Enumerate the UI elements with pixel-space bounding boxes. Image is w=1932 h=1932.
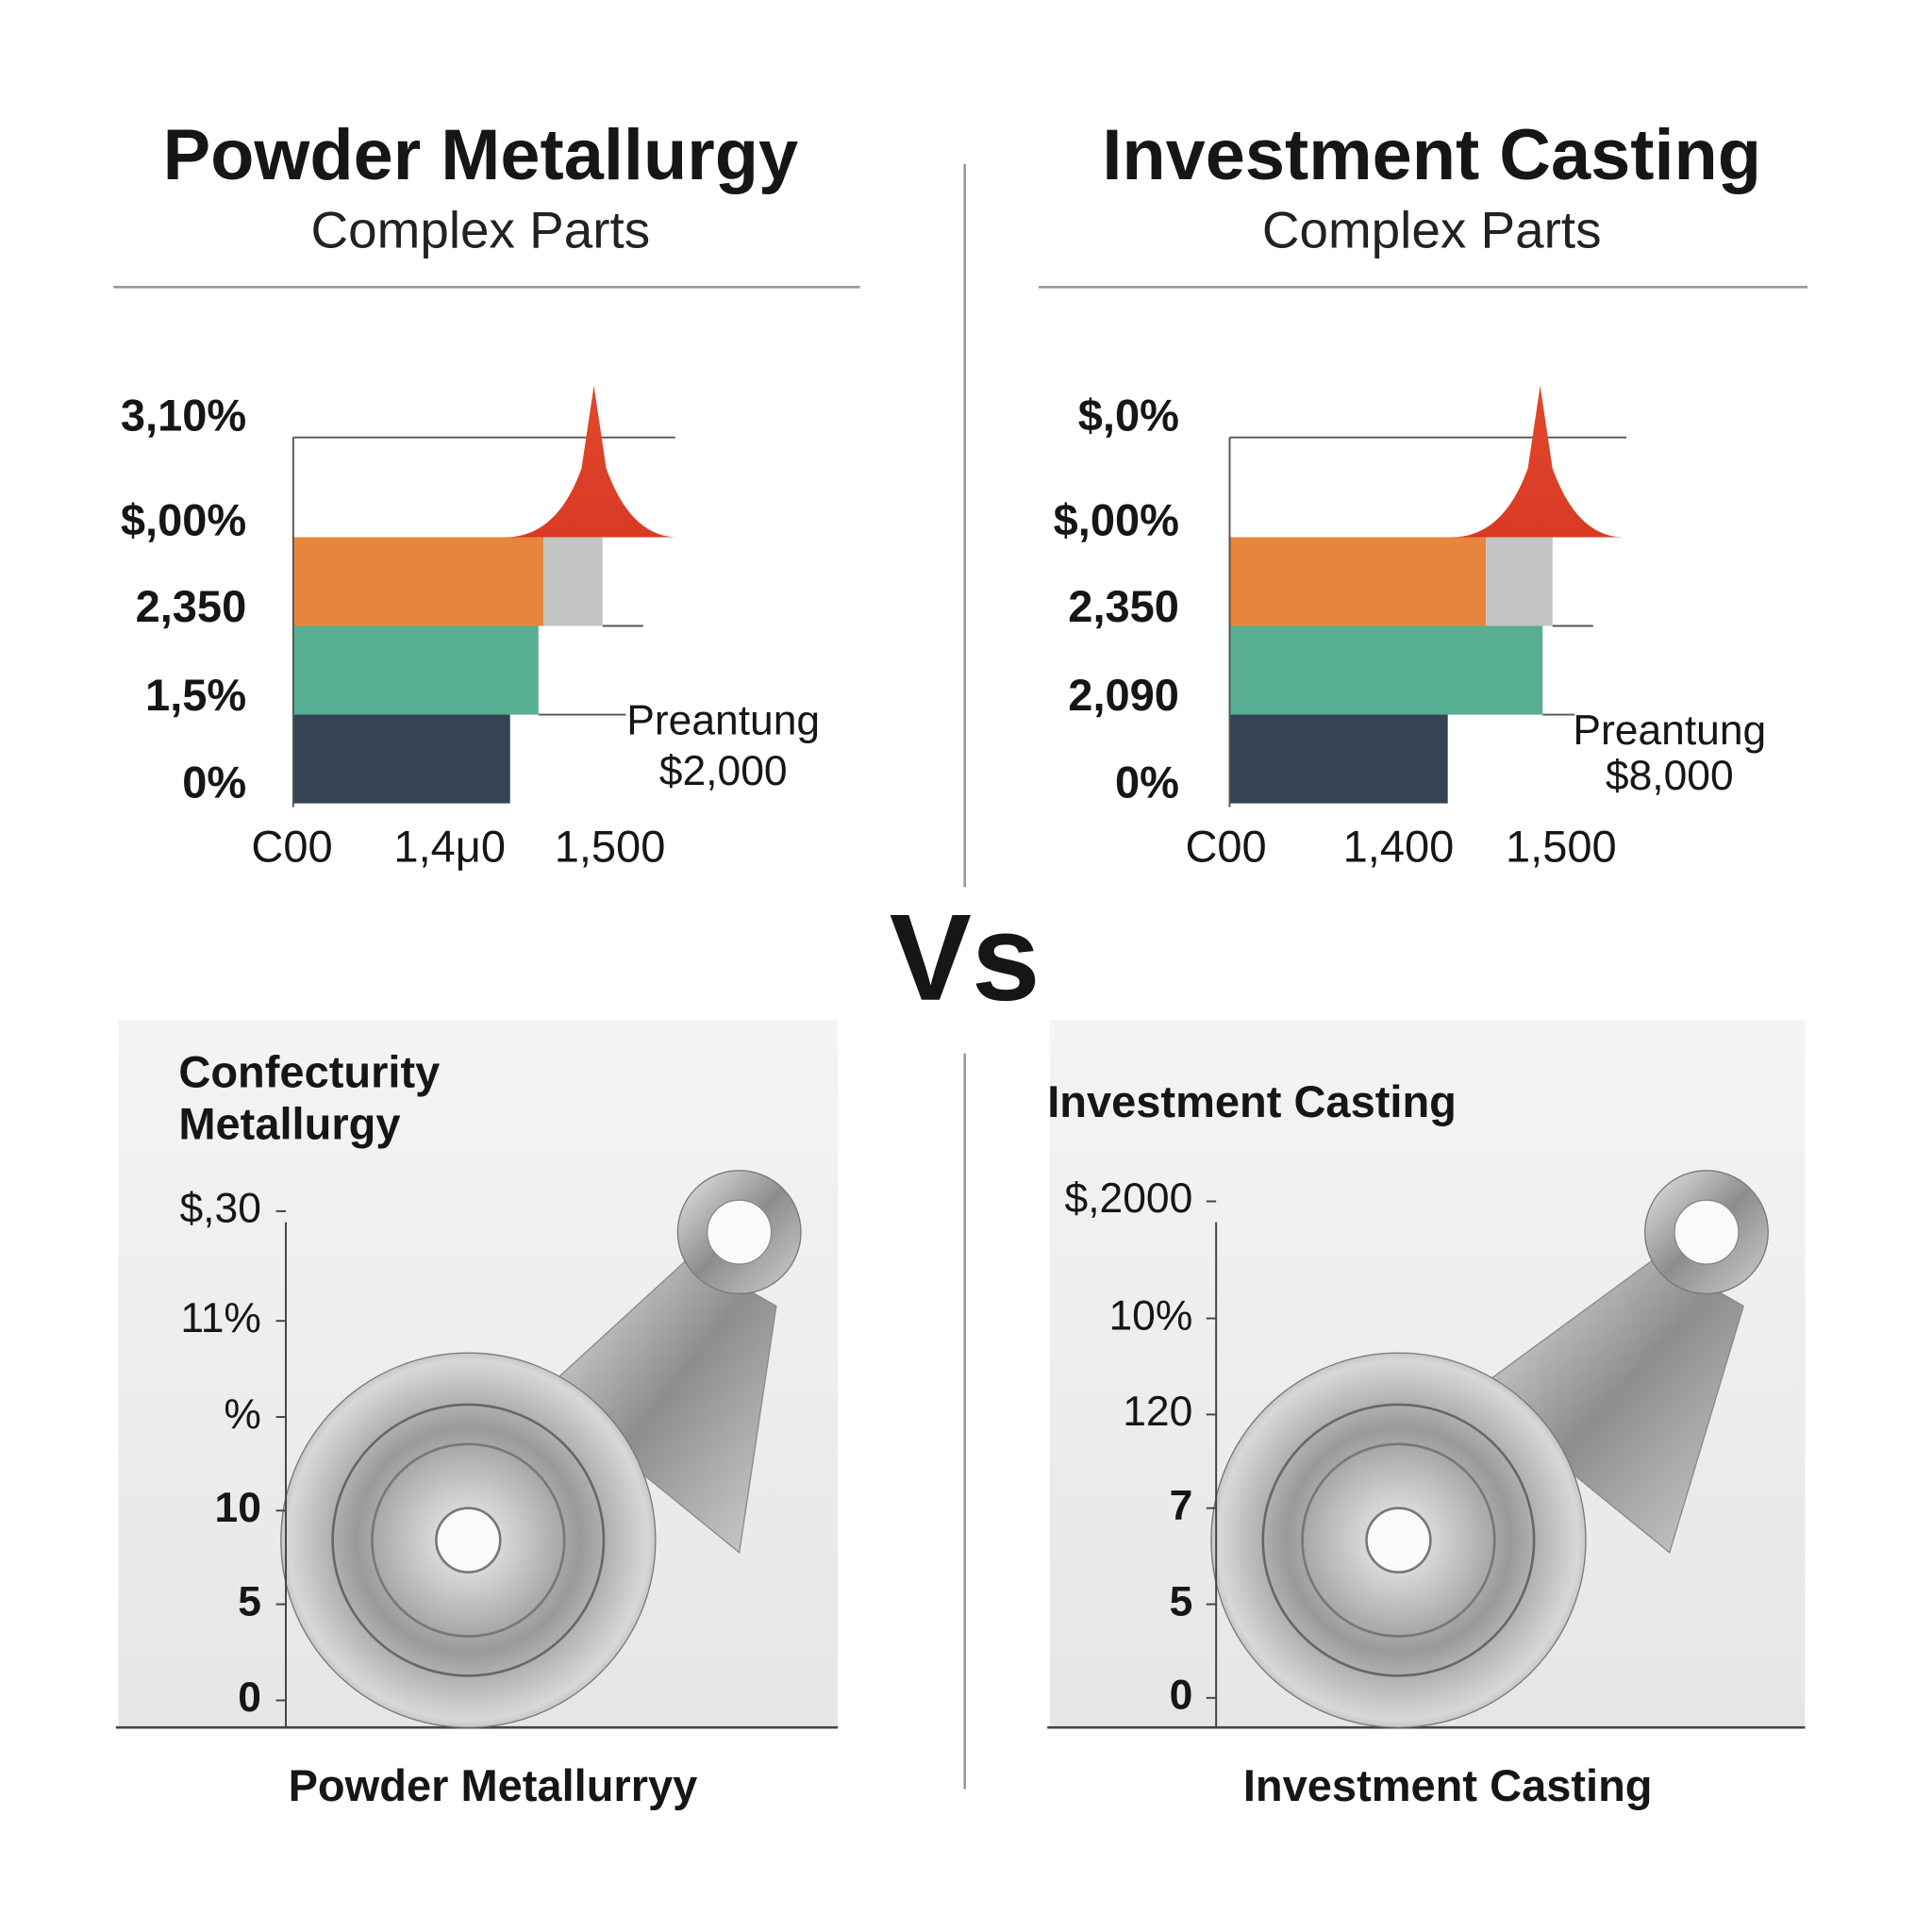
orange-bar (1229, 537, 1487, 626)
panel-subtitle: Complex Parts (1262, 201, 1602, 259)
part-hole (435, 1507, 502, 1574)
part-ring-inner (1261, 1403, 1536, 1677)
chart-annotation: Preantung (626, 697, 820, 743)
chart-x-label: 1,500 (555, 822, 666, 872)
chart-x-label: 1,4μ0 (393, 822, 506, 872)
part-arm (541, 1256, 777, 1554)
green-bar (1229, 625, 1543, 715)
bottom-y-label: 0 (1170, 1673, 1193, 1719)
green-bar (292, 625, 539, 715)
dark-bar (292, 714, 510, 804)
peak (505, 385, 678, 538)
chart-y-label: 2,090 (1068, 670, 1179, 720)
panel-title: Powder Metallurgy (163, 115, 798, 195)
part-ring-inner (1301, 1442, 1496, 1638)
bottom-y-label: 5 (1170, 1578, 1193, 1624)
bottom-y-label: 11% (180, 1295, 261, 1341)
chart-y-label: $,00% (1054, 495, 1179, 545)
bottom-title: Metallurgy (178, 1099, 400, 1149)
dark-bar (1229, 714, 1448, 804)
chart-x-label: C00 (251, 822, 332, 872)
gray-bar (543, 537, 603, 626)
part-ring-inner (371, 1442, 566, 1638)
bottom-y-label: 5 (238, 1578, 261, 1624)
bottom-y-label: $,2000 (1065, 1175, 1193, 1222)
chart-x-label: 1,500 (1506, 822, 1617, 872)
part-hole (707, 1199, 773, 1265)
bottom-caption: Investment Casting (1243, 1760, 1653, 1810)
bottom-y-label: 10% (1108, 1292, 1192, 1339)
part-hole (1365, 1507, 1432, 1574)
chart-y-label: 2,350 (136, 581, 247, 631)
chart-annotation: Preantung (1573, 708, 1766, 754)
chart-y-label: 0% (182, 758, 246, 808)
bottom-y-label: 120 (1123, 1389, 1192, 1435)
chart-x-label: 1,400 (1343, 822, 1455, 872)
part-hole (1674, 1199, 1740, 1265)
chart-y-label: 2,350 (1068, 581, 1179, 631)
bottom-y-label: 7 (1170, 1482, 1193, 1528)
chart-annotation: $8,000 (1606, 753, 1734, 799)
chart-y-label: $,0% (1078, 391, 1179, 441)
gray-bar (1486, 537, 1553, 626)
chart-y-label: 1,5% (145, 670, 246, 720)
chart-y-label: 3,10% (121, 391, 246, 441)
chart-x-label: C00 (1185, 822, 1266, 872)
peak (1451, 385, 1624, 538)
bottom-title: Investment Casting (1047, 1076, 1457, 1126)
bottom-y-label: 10 (215, 1485, 261, 1531)
bottom-caption: Powder Metallurryy (289, 1760, 698, 1810)
part-arm (1471, 1256, 1744, 1554)
part-ring-inner (331, 1403, 606, 1677)
vs-label: Vs (890, 889, 1041, 1026)
chart-annotation: $2,000 (659, 748, 788, 794)
bottom-y-label: % (224, 1391, 260, 1438)
chart-y-label: 0% (1115, 758, 1179, 808)
bottom-y-label: 0 (238, 1674, 261, 1721)
bottom-y-label: $,30 (179, 1186, 260, 1232)
panel-title: Investment Casting (1102, 115, 1761, 195)
orange-bar (292, 537, 543, 626)
chart-y-label: $,00% (121, 495, 246, 545)
bottom-title: Confecturity (178, 1047, 440, 1097)
panel-subtitle: Complex Parts (311, 201, 651, 259)
